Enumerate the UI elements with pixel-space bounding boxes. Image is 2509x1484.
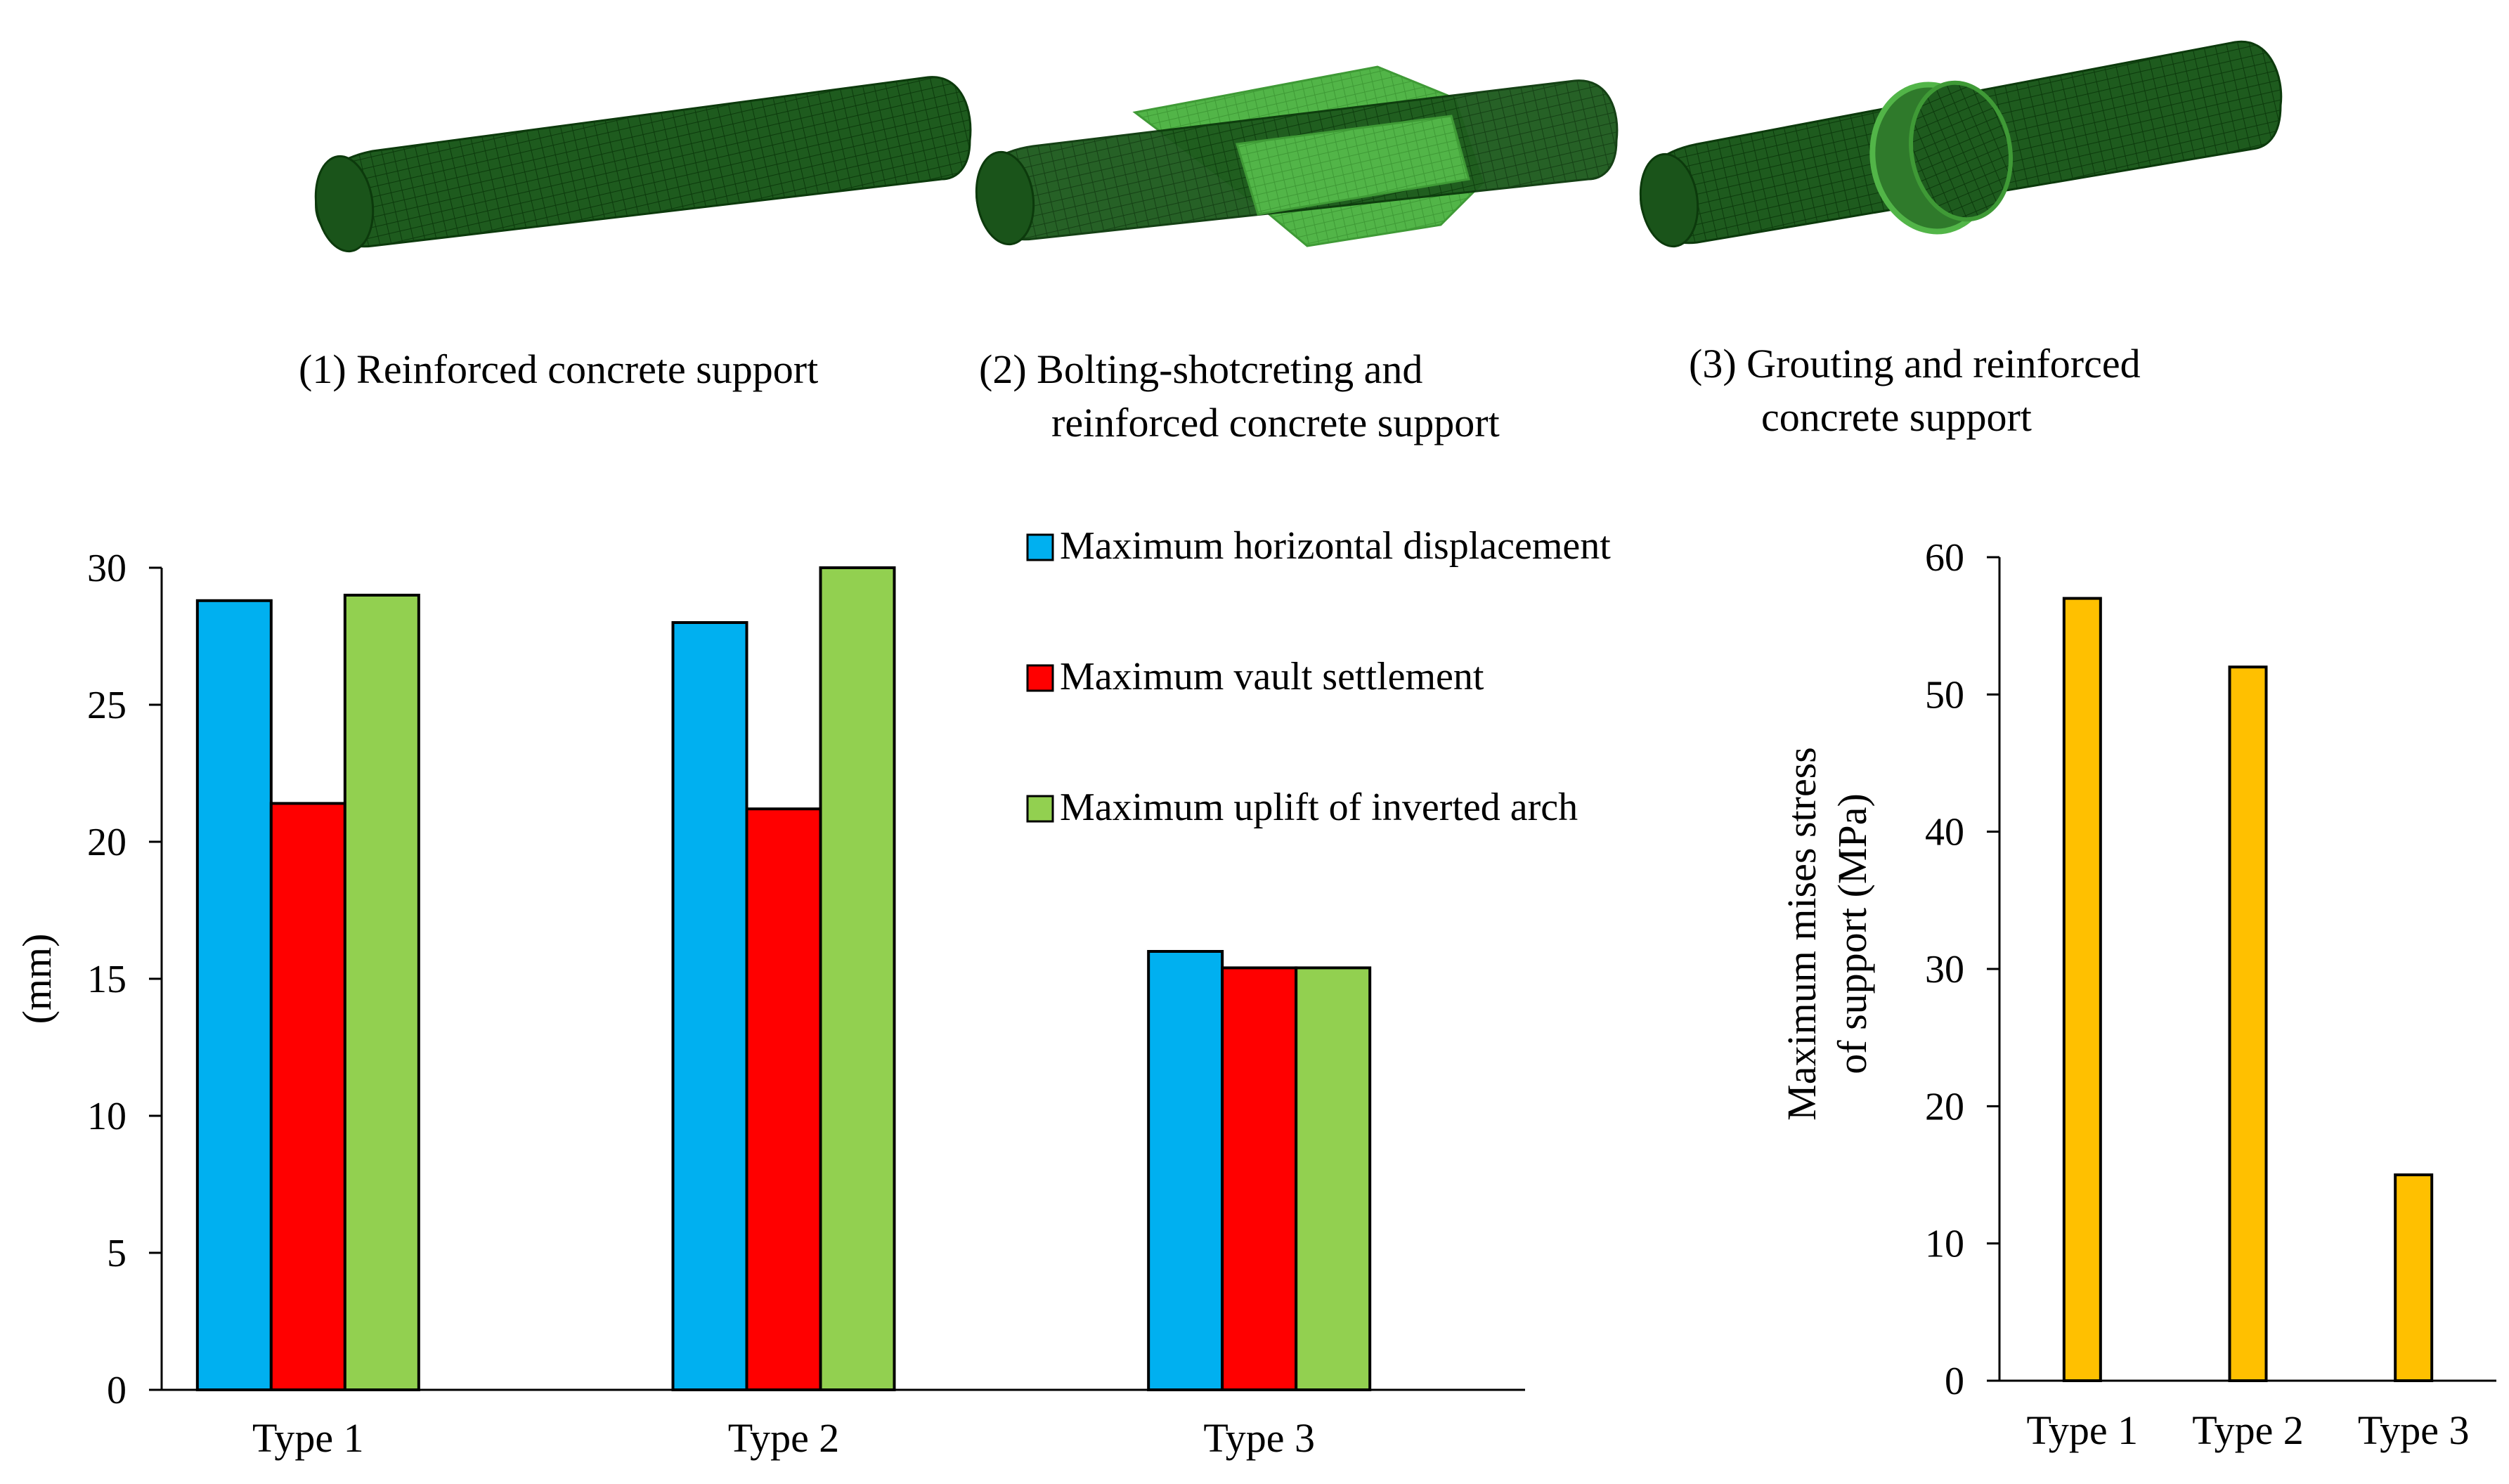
tunnel-model-3	[1639, 40, 2283, 248]
y-tick-label: 40	[1925, 811, 1964, 854]
bar-1	[1147, 950, 1224, 1391]
model-caption-2: (2) Bolting-shotcreting and reinforced c…	[979, 343, 1500, 450]
y-tick-label: 30	[1925, 948, 1964, 991]
stress-bar-chart: 0 10 20 30 40 50 60 Maximum mises stress of supp…	[1779, 536, 2496, 1453]
y-tick-label: 5	[107, 1232, 127, 1275]
tunnel-models-figure	[314, 40, 2283, 253]
legend-label-3: Maximum uplift of inverted arch	[1060, 786, 1578, 829]
legend-label-2: Maximum vault settlement	[1060, 655, 1484, 698]
legend-swatch-1	[1026, 533, 1054, 561]
model-caption-line: concrete support	[1761, 394, 2032, 440]
x-tick-label: Type 3	[1203, 1415, 1315, 1461]
y-tick-label: 15	[87, 958, 127, 1001]
legend-label-1: Maximum horizontal displacement	[1060, 524, 1611, 568]
bar	[2062, 597, 2102, 1383]
bar-1	[195, 599, 273, 1391]
model-caption-line: reinforced concrete support	[1051, 400, 1500, 445]
y-tick-label: 50	[1925, 673, 1964, 717]
model-caption-3: (3) Grouting and reinforced concrete sup…	[1689, 337, 2141, 444]
bar	[2394, 1173, 2434, 1382]
x-tick-label: Type 2	[2192, 1407, 2304, 1453]
model-caption-line: (1) Reinforced concrete support	[299, 346, 819, 392]
y-tick-label: 30	[87, 547, 127, 590]
model-caption-1: (1) Reinforced concrete support	[299, 343, 818, 396]
tunnel-model-1	[314, 76, 972, 253]
bar-2	[269, 802, 346, 1391]
legend-swatch-3	[1026, 795, 1054, 823]
bar-3	[819, 566, 896, 1391]
bar-3	[1295, 966, 1372, 1391]
y-axis-label: (mm)	[14, 934, 60, 1024]
bar-3	[343, 594, 420, 1391]
model-caption-line: (3) Grouting and reinforced	[1689, 341, 2141, 386]
y-tick-label: 20	[1925, 1085, 1964, 1128]
y-tick-label: 0	[1945, 1360, 1964, 1403]
legend-swatch-2	[1026, 664, 1054, 692]
x-tick-label: Type 1	[2027, 1407, 2139, 1453]
y-tick-label: 25	[87, 684, 127, 727]
bar-2	[1221, 966, 1298, 1391]
x-tick-label: Type 3	[2358, 1407, 2470, 1453]
y-tick-label: 10	[87, 1095, 127, 1138]
tunnel-model-2	[975, 65, 1619, 247]
x-tick-label: Type 1	[252, 1415, 364, 1461]
deformation-bar-chart: 0 5 10 15 20 25 30 (mm) Type 1 Type 2 Type 3 Maximu…	[14, 524, 1611, 1461]
y-tick-label: 10	[1925, 1223, 1964, 1266]
x-tick-label: Type 2	[728, 1415, 840, 1461]
y-axis-label-line: Maximum mises stress	[1779, 747, 1824, 1121]
y-axis-label-line: of support (MPa)	[1829, 793, 1875, 1074]
y-tick-label: 0	[107, 1369, 127, 1412]
y-tick-label: 20	[87, 821, 127, 864]
y-tick-label: 60	[1925, 536, 1964, 580]
model-caption-line: (2) Bolting-shotcreting and	[979, 346, 1423, 392]
bar-2	[745, 807, 822, 1391]
bar	[2228, 665, 2268, 1382]
bar-1	[671, 621, 748, 1391]
